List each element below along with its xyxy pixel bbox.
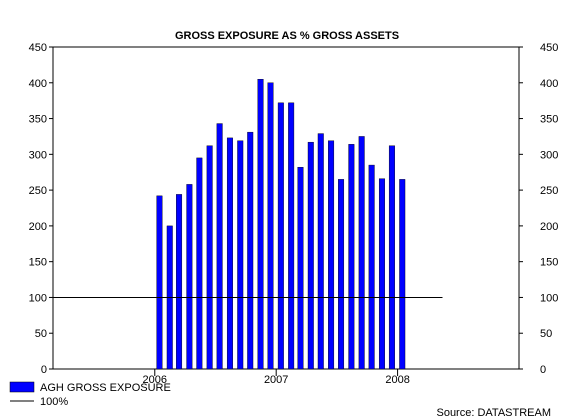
bar [277, 102, 284, 370]
legend-label-100pct: 100% [40, 396, 68, 408]
y-tick-label-left: 200 [29, 221, 47, 233]
bar [196, 157, 203, 370]
y-tick-label-right: 400 [540, 78, 558, 90]
bar [328, 140, 335, 370]
y-tick-label-left: 50 [35, 328, 47, 340]
chart-title: GROSS EXPOSURE AS % GROSS ASSETS [175, 30, 399, 42]
bar [358, 136, 365, 370]
legend: AGH GROSS EXPOSURE 100% [9, 381, 171, 408]
bar [257, 78, 264, 370]
bar [176, 194, 183, 370]
x-tick-label: 2008 [385, 374, 409, 386]
bar [368, 164, 375, 370]
legend-label-gross-exposure: AGH GROSS EXPOSURE [40, 382, 171, 394]
y-tick-label-left: 150 [29, 257, 47, 269]
bar [226, 137, 233, 370]
bar [297, 167, 304, 370]
bar [338, 179, 345, 370]
y-axis-right: 0 50 100 150 200 250 300 350 400 450 [519, 42, 558, 376]
y-tick-label-right: 0 [540, 364, 546, 376]
x-tick-label: 2006 [143, 374, 167, 386]
y-axis-left: 0 50 100 150 200 250 300 350 400 450 [29, 42, 53, 376]
bar [288, 102, 295, 370]
bar [399, 179, 406, 370]
y-tick-label-left: 350 [29, 114, 47, 126]
bar [247, 131, 254, 370]
bar [378, 178, 385, 370]
legend-swatch-gross-exposure [9, 381, 35, 393]
y-tick-label-left: 0 [41, 364, 47, 376]
y-tick-label-right: 100 [540, 292, 558, 304]
bar-series [156, 78, 406, 370]
y-tick-label-right: 200 [540, 221, 558, 233]
y-tick-label-right: 450 [540, 42, 558, 54]
bar [206, 145, 213, 370]
x-tick-label: 2007 [264, 374, 288, 386]
bar [237, 140, 244, 370]
y-tick-label-right: 300 [540, 149, 558, 161]
y-tick-label-right: 50 [540, 328, 552, 340]
y-tick-label-left: 250 [29, 185, 47, 197]
bar [186, 184, 193, 370]
y-tick-label-left: 450 [29, 42, 47, 54]
y-tick-label-left: 100 [29, 292, 47, 304]
x-axis: 2006 2007 2008 [143, 369, 410, 386]
y-tick-label-right: 350 [540, 114, 558, 126]
source-note: Source: DATASTREAM [436, 407, 551, 418]
bar [388, 145, 395, 370]
bar [156, 195, 163, 370]
bar [216, 123, 223, 370]
bar [267, 82, 274, 370]
bar [307, 141, 314, 370]
y-tick-label-left: 300 [29, 149, 47, 161]
plot-frame [52, 46, 520, 370]
y-tick-label-left: 400 [29, 78, 47, 90]
bar [317, 133, 324, 370]
y-tick-label-right: 250 [540, 185, 558, 197]
bar [348, 144, 355, 370]
y-tick-label-right: 150 [540, 257, 558, 269]
